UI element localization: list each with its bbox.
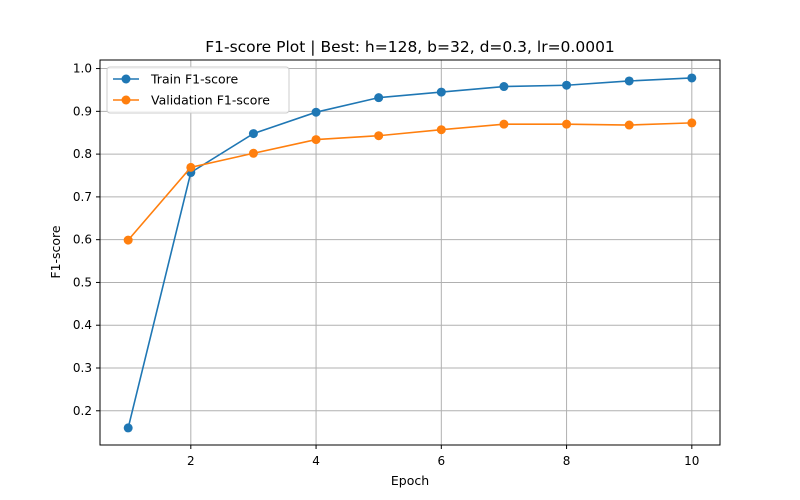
series-train xyxy=(123,73,697,433)
y-axis-label: F1-score xyxy=(48,225,63,279)
x-tick-label: 6 xyxy=(437,454,445,468)
y-tick-label: 0.5 xyxy=(73,275,92,289)
data-point xyxy=(687,73,697,83)
y-tick-label: 0.2 xyxy=(73,404,92,418)
data-point xyxy=(499,119,509,129)
data-point xyxy=(186,162,196,172)
series-line xyxy=(127,77,692,429)
y-tick-label: 0.8 xyxy=(73,147,92,161)
data-point xyxy=(687,118,697,128)
data-point xyxy=(248,129,258,139)
data-point xyxy=(123,423,133,433)
data-point xyxy=(248,148,258,158)
legend-marker xyxy=(121,74,131,84)
series-layer xyxy=(123,73,697,433)
grid-lines xyxy=(100,60,720,445)
y-tick-label: 0.3 xyxy=(73,361,92,375)
series-validation xyxy=(123,118,697,245)
y-tick-label: 0.9 xyxy=(73,104,92,118)
legend-item: Validation F1-score xyxy=(113,93,270,108)
data-point xyxy=(624,120,634,130)
series-line xyxy=(127,122,692,241)
y-tick-label: 0.6 xyxy=(73,233,92,247)
data-point xyxy=(436,87,446,97)
axis-ticks: 2 4 6 8 10 0.2 0.3 0.4 0.5 0.6 0.7 0.8 0.9 1.0 xyxy=(73,62,700,468)
legend-item: Train F1-score xyxy=(113,72,239,87)
legend-box xyxy=(106,66,290,114)
y-tick-label: 1.0 xyxy=(73,62,92,76)
x-tick-label: 8 xyxy=(563,454,571,468)
data-point xyxy=(311,135,321,145)
legend-label: Validation F1-score xyxy=(151,93,270,108)
data-point xyxy=(624,76,634,86)
legend: Train F1-score Validation F1-score xyxy=(106,66,290,114)
data-point xyxy=(374,93,384,103)
data-point xyxy=(436,125,446,135)
y-tick-label: 0.4 xyxy=(73,318,92,332)
data-point xyxy=(562,119,572,129)
x-axis-label: Epoch xyxy=(391,473,429,488)
y-tick-label: 0.7 xyxy=(73,190,92,204)
chart-title: F1-score Plot | Best: h=128, b=32, d=0.3… xyxy=(205,38,615,56)
plot-frame xyxy=(99,59,721,446)
x-tick-label: 2 xyxy=(187,454,195,468)
data-point xyxy=(311,107,321,117)
x-tick-label: 4 xyxy=(312,454,320,468)
legend-label: Train F1-score xyxy=(150,72,239,87)
legend-marker xyxy=(121,95,131,105)
data-point xyxy=(374,131,384,141)
x-tick-label: 10 xyxy=(684,454,699,468)
data-point xyxy=(499,82,509,92)
data-point xyxy=(562,80,572,90)
data-point xyxy=(123,235,133,245)
